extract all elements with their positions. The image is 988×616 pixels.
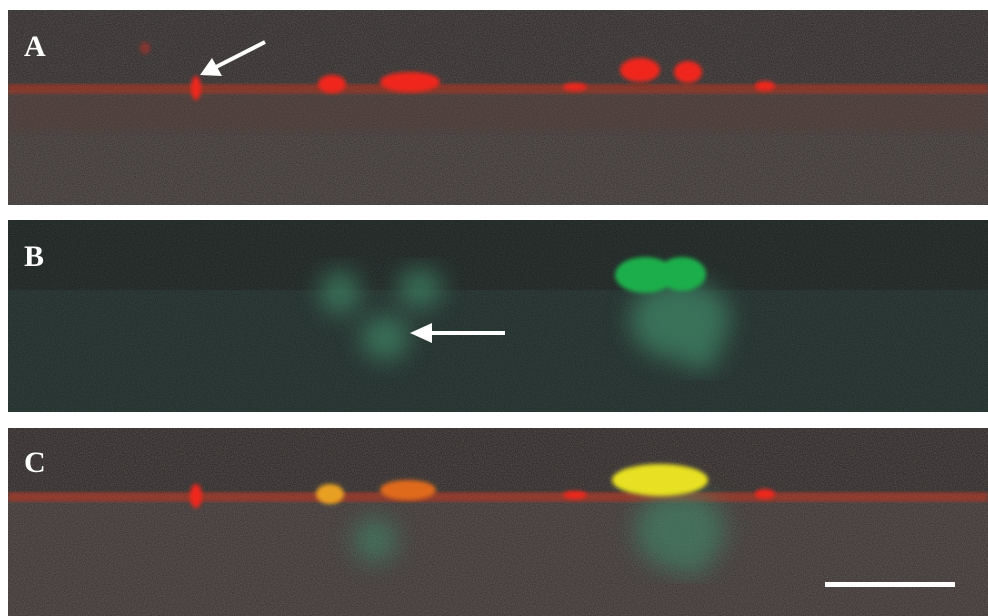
scale-bar xyxy=(825,582,955,587)
panel-b: B xyxy=(8,220,988,412)
panel-label: B xyxy=(24,240,44,273)
panel-label: A xyxy=(24,30,46,63)
panel-label: C xyxy=(24,446,46,479)
page: A B xyxy=(0,0,988,616)
panel-a: A xyxy=(8,10,988,205)
panel-c: C xyxy=(8,428,988,616)
figure: A B xyxy=(0,0,988,616)
